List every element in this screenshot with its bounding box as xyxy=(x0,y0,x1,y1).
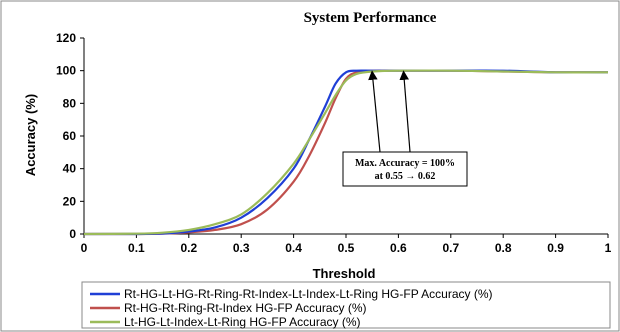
x-tick-label: 0.2 xyxy=(180,241,197,255)
legend-box xyxy=(81,281,611,329)
x-tick-label: 0.4 xyxy=(285,241,302,255)
x-tick-label: 0.5 xyxy=(338,241,355,255)
annotation-arrow-2 xyxy=(399,70,411,153)
max-accuracy-annotation: Max. Accuracy = 100% at 0.55 → 0.62 xyxy=(342,70,468,187)
legend: Rt-HG-Lt-HG-Rt-Ring-Rt-Index-Lt-Index-Lt… xyxy=(81,281,611,329)
annotation-line-1: Max. Accuracy = 100% xyxy=(355,158,455,169)
x-tick-label: 0.7 xyxy=(442,241,459,255)
annotation-box xyxy=(342,151,468,187)
y-tick-label: 60 xyxy=(63,129,77,143)
x-tick-label: 0.9 xyxy=(547,241,564,255)
y-tick-label: 80 xyxy=(63,96,77,110)
y-tick-label: 40 xyxy=(63,162,77,176)
legend-label-1: Rt-HG-Lt-HG-Rt-Ring-Rt-Index-Lt-Index-Lt… xyxy=(124,287,493,301)
x-tick-label: 0.3 xyxy=(233,241,250,255)
legend-label-3: Lt-HG-Lt-Index-Lt-Ring HG-FP Accuracy (%… xyxy=(124,315,361,329)
y-tick-label: 120 xyxy=(56,31,76,45)
y-tick-label: 100 xyxy=(56,64,76,78)
x-ticks: 0 0.1 0.2 0.3 0.4 0.5 0.6 0.7 0.8 0.9 1 xyxy=(81,234,612,255)
y-ticks: 0 20 40 60 80 100 120 xyxy=(56,31,84,241)
x-tick-label: 0.8 xyxy=(495,241,512,255)
annotation-line-2: at 0.55 → 0.62 xyxy=(375,171,436,182)
y-tick-label: 0 xyxy=(69,227,76,241)
x-tick-label: 0.6 xyxy=(390,241,407,255)
legend-label-2: Rt-HG-Rt-Ring-Rt-Index HG-FP Accuracy (%… xyxy=(124,301,366,315)
x-tick-label: 1 xyxy=(605,241,612,255)
x-tick-label: 0.1 xyxy=(128,241,145,255)
series-line-3 xyxy=(83,69,609,236)
chart-title: System Performance xyxy=(304,10,437,26)
annotation-arrow-1 xyxy=(368,70,381,153)
x-axis-title: Threshold xyxy=(313,266,376,281)
series-lines xyxy=(83,69,609,236)
y-axis-title: Accuracy (%) xyxy=(23,94,38,176)
y-tick-label: 20 xyxy=(63,194,77,208)
x-tick-label: 0 xyxy=(81,241,88,255)
